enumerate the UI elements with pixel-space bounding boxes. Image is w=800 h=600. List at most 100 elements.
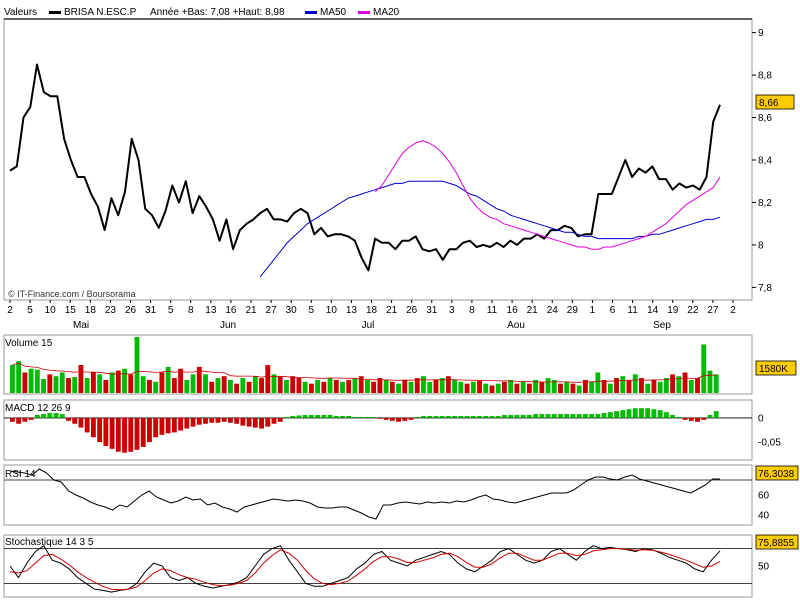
macd-bar xyxy=(290,415,296,418)
volume-bar xyxy=(495,383,501,393)
volume-last-badge xyxy=(755,360,797,376)
macd-bar xyxy=(570,414,576,418)
macd-bar xyxy=(371,416,377,418)
x-tick-label: 21 xyxy=(527,305,539,316)
volume-bar xyxy=(271,374,277,393)
volume-bar xyxy=(402,379,408,393)
macd-bar xyxy=(346,415,352,418)
macd-bar xyxy=(682,417,688,420)
volume-bar xyxy=(508,379,514,393)
macd-bar xyxy=(589,414,595,418)
macd-bar xyxy=(284,416,289,418)
macd-bar xyxy=(489,415,495,418)
volume-bar xyxy=(10,365,15,393)
macd-bar xyxy=(203,417,208,424)
value-badges: 8,66 1580K 76,3038 75,8855 xyxy=(755,94,799,550)
oscillator-y-tick-label: 50 xyxy=(758,562,770,573)
volume-bar xyxy=(246,381,252,393)
price-y-tick-label: 8 xyxy=(758,240,764,251)
volume-bar xyxy=(458,381,464,393)
legend-label: Valeurs xyxy=(4,7,37,18)
ma20-series-line xyxy=(374,140,721,250)
volume-bar xyxy=(639,378,644,393)
volume-bar xyxy=(607,383,613,393)
macd-bar xyxy=(41,414,46,418)
macd-bar xyxy=(109,417,115,449)
x-tick-label: 16 xyxy=(507,305,519,316)
volume-bar xyxy=(53,376,59,393)
macd-bar xyxy=(147,417,152,443)
volume-bar xyxy=(470,381,476,393)
macd-bar xyxy=(452,415,458,418)
volume-bar xyxy=(277,376,283,393)
macd-bar xyxy=(439,415,445,418)
volume-bar xyxy=(352,378,358,393)
x-tick-label: 8 xyxy=(469,305,475,316)
x-tick-label: 11 xyxy=(487,305,498,316)
volume-bar xyxy=(389,381,395,393)
x-tick-label: 10 xyxy=(326,305,338,316)
x-tick-label: 23 xyxy=(105,305,117,316)
volume-bar xyxy=(103,379,109,393)
x-tick-label: 29 xyxy=(567,305,579,316)
volume-bar xyxy=(234,383,240,393)
macd-bar xyxy=(171,417,177,433)
macd-bar xyxy=(153,417,159,438)
legend-ticker: BRISA N.ESC.P xyxy=(64,7,137,18)
volume-bar xyxy=(626,379,632,393)
macd-bar xyxy=(539,414,545,418)
volume-bar xyxy=(570,383,576,393)
x-tick-label: 6 xyxy=(610,305,616,316)
macd-bar xyxy=(502,415,507,418)
volume-bar xyxy=(284,379,289,393)
macd-bar xyxy=(601,413,607,418)
volume-bar xyxy=(122,368,127,393)
x-tick-label: 24 xyxy=(547,305,559,316)
month-label: Mai xyxy=(73,320,89,331)
volume-bar xyxy=(259,378,264,393)
macd-bar xyxy=(134,417,140,450)
x-tick-label: 13 xyxy=(346,305,358,316)
volume-bar xyxy=(209,381,215,393)
volume-bar xyxy=(165,366,171,393)
macd-bar xyxy=(122,417,127,453)
oscillator-y-tick-label: 40 xyxy=(758,511,770,522)
volume-bar xyxy=(576,385,582,393)
volume-bar xyxy=(252,376,258,393)
volume-bar xyxy=(526,383,532,393)
x-tick-label: 19 xyxy=(667,305,679,316)
volume-bar xyxy=(620,376,626,393)
legend-ma50-swatch xyxy=(305,11,317,14)
macd-bar xyxy=(607,412,613,418)
macd-bar xyxy=(302,415,308,418)
macd-bar xyxy=(526,415,532,418)
x-tick-label: 21 xyxy=(386,305,398,316)
volume-bar xyxy=(595,372,601,393)
volume-bar xyxy=(632,374,638,393)
volume-bar xyxy=(196,366,202,393)
volume-bar xyxy=(433,379,439,393)
volume-bar xyxy=(190,374,196,393)
macd-y-tick-label: -0,05 xyxy=(758,438,781,449)
macd-y-tick-label: 0 xyxy=(758,413,764,424)
volume-bar xyxy=(22,372,28,393)
macd-bar xyxy=(458,415,464,418)
macd-bar xyxy=(196,417,202,425)
legend-ma20-swatch xyxy=(358,11,370,14)
price-y-tick-label: 8,8 xyxy=(758,71,772,82)
volume-bar xyxy=(358,376,364,393)
volume-bar xyxy=(227,379,233,393)
volume-bar xyxy=(545,378,551,393)
x-tick-label: 2 xyxy=(7,305,13,316)
macd-bar xyxy=(321,415,327,418)
macd-bar xyxy=(564,414,570,418)
x-tick-label: 5 xyxy=(168,305,174,316)
rsi-title: RSI 14 xyxy=(5,469,36,480)
macd-bar xyxy=(576,414,582,418)
stoch-last-badge xyxy=(755,534,799,550)
macd-bar xyxy=(159,417,165,435)
volume-bar xyxy=(645,383,651,393)
macd-bar xyxy=(657,410,663,418)
macd-bar xyxy=(352,416,358,418)
price-series-line xyxy=(9,63,721,272)
